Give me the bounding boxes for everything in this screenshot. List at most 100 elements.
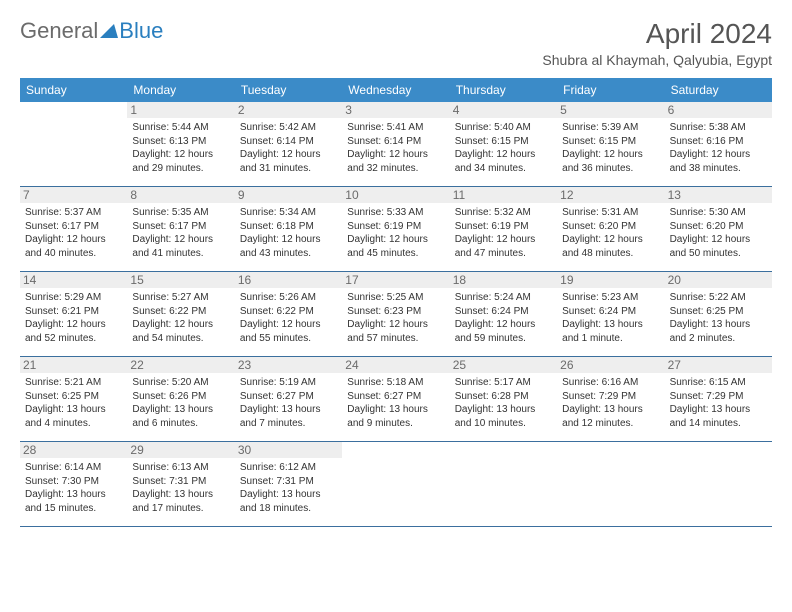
day-number: 28	[20, 442, 127, 458]
day-info: Sunrise: 5:17 AMSunset: 6:28 PMDaylight:…	[455, 376, 552, 430]
day-number: 29	[127, 442, 234, 458]
day-cell: 15Sunrise: 5:27 AMSunset: 6:22 PMDayligh…	[127, 272, 234, 356]
day-cell: 17Sunrise: 5:25 AMSunset: 6:23 PMDayligh…	[342, 272, 449, 356]
day-info: Sunrise: 5:39 AMSunset: 6:15 PMDaylight:…	[562, 121, 659, 175]
day-number: 20	[665, 272, 772, 288]
sunrise-text: Sunrise: 6:14 AM	[25, 461, 122, 475]
day-number: 9	[235, 187, 342, 203]
daylight-text: Daylight: 13 hours and 6 minutes.	[132, 403, 229, 430]
daylight-text: Daylight: 12 hours and 57 minutes.	[347, 318, 444, 345]
day-info: Sunrise: 6:12 AMSunset: 7:31 PMDaylight:…	[240, 461, 337, 515]
daylight-text: Daylight: 12 hours and 47 minutes.	[455, 233, 552, 260]
daylight-text: Daylight: 12 hours and 31 minutes.	[240, 148, 337, 175]
day-number: 10	[342, 187, 449, 203]
day-cell: 6Sunrise: 5:38 AMSunset: 6:16 PMDaylight…	[665, 102, 772, 186]
week-row: 7Sunrise: 5:37 AMSunset: 6:17 PMDaylight…	[20, 187, 772, 272]
day-info: Sunrise: 5:18 AMSunset: 6:27 PMDaylight:…	[347, 376, 444, 430]
day-cell: 3 Sunrise: 5:41 AMSunset: 6:14 PMDaylight…	[342, 102, 449, 186]
sunrise-text: Sunrise: 5:23 AM	[562, 291, 659, 305]
day-cell: 21Sunrise: 5:21 AMSunset: 6:25 PMDayligh…	[20, 357, 127, 441]
sunrise-text: Sunrise: 6:12 AM	[240, 461, 337, 475]
daylight-text: Daylight: 13 hours and 12 minutes.	[562, 403, 659, 430]
day-header-cell: Friday	[557, 78, 664, 102]
brand-logo: General Blue	[20, 18, 163, 44]
day-number: 12	[557, 187, 664, 203]
day-info: Sunrise: 5:33 AMSunset: 6:19 PMDaylight:…	[347, 206, 444, 260]
day-number: 4	[450, 102, 557, 118]
day-cell	[665, 442, 772, 526]
day-number: 24	[342, 357, 449, 373]
day-info: Sunrise: 6:15 AMSunset: 7:29 PMDaylight:…	[670, 376, 767, 430]
day-cell: 29Sunrise: 6:13 AMSunset: 7:31 PMDayligh…	[127, 442, 234, 526]
day-cell: 7Sunrise: 5:37 AMSunset: 6:17 PMDaylight…	[20, 187, 127, 271]
sunrise-text: Sunrise: 5:41 AM	[347, 121, 444, 135]
day-cell: 8Sunrise: 5:35 AMSunset: 6:17 PMDaylight…	[127, 187, 234, 271]
sunset-text: Sunset: 6:19 PM	[455, 220, 552, 234]
sunset-text: Sunset: 6:19 PM	[347, 220, 444, 234]
day-info: Sunrise: 6:16 AMSunset: 7:29 PMDaylight:…	[562, 376, 659, 430]
sunrise-text: Sunrise: 5:30 AM	[670, 206, 767, 220]
sunset-text: Sunset: 6:26 PM	[132, 390, 229, 404]
day-cell: 2Sunrise: 5:42 AMSunset: 6:14 PMDaylight…	[235, 102, 342, 186]
daylight-text: Daylight: 12 hours and 59 minutes.	[455, 318, 552, 345]
day-number: 5	[557, 102, 664, 118]
day-number: 18	[450, 272, 557, 288]
day-cell	[557, 442, 664, 526]
week-row: 28 Sunrise: 6:14 AMSunset: 7:30 PMDayligh…	[20, 442, 772, 527]
day-cell: 12Sunrise: 5:31 AMSunset: 6:20 PMDayligh…	[557, 187, 664, 271]
sunrise-text: Sunrise: 5:34 AM	[240, 206, 337, 220]
day-info: Sunrise: 5:35 AMSunset: 6:17 PMDaylight:…	[132, 206, 229, 260]
day-info: Sunrise: 5:24 AMSunset: 6:24 PMDaylight:…	[455, 291, 552, 345]
day-number: 27	[665, 357, 772, 373]
sunset-text: Sunset: 6:28 PM	[455, 390, 552, 404]
sunrise-text: Sunrise: 5:39 AM	[562, 121, 659, 135]
sunset-text: Sunset: 6:15 PM	[455, 135, 552, 149]
week-row: 21Sunrise: 5:21 AMSunset: 6:25 PMDayligh…	[20, 357, 772, 442]
day-info: Sunrise: 5:25 AMSunset: 6:23 PMDaylight:…	[347, 291, 444, 345]
sunset-text: Sunset: 6:24 PM	[455, 305, 552, 319]
day-cell: 19Sunrise: 5:23 AMSunset: 6:24 PMDayligh…	[557, 272, 664, 356]
sunrise-text: Sunrise: 5:38 AM	[670, 121, 767, 135]
daylight-text: Daylight: 13 hours and 15 minutes.	[25, 488, 122, 515]
day-number: 3	[342, 102, 449, 118]
day-header-cell: Saturday	[665, 78, 772, 102]
day-info: Sunrise: 5:37 AMSunset: 6:17 PMDaylight:…	[25, 206, 122, 260]
day-cell: 22Sunrise: 5:20 AMSunset: 6:26 PMDayligh…	[127, 357, 234, 441]
sunset-text: Sunset: 6:22 PM	[240, 305, 337, 319]
day-cell: 30Sunrise: 6:12 AMSunset: 7:31 PMDayligh…	[235, 442, 342, 526]
day-header-cell: Sunday	[20, 78, 127, 102]
day-info: Sunrise: 5:41 AMSunset: 6:14 PMDaylight:…	[347, 121, 444, 175]
daylight-text: Daylight: 13 hours and 17 minutes.	[132, 488, 229, 515]
daylight-text: Daylight: 12 hours and 52 minutes.	[25, 318, 122, 345]
day-number: 11	[450, 187, 557, 203]
location-text: Shubra al Khaymah, Qalyubia, Egypt	[542, 52, 772, 68]
daylight-text: Daylight: 13 hours and 9 minutes.	[347, 403, 444, 430]
sunrise-text: Sunrise: 6:16 AM	[562, 376, 659, 390]
day-cell: 18 Sunrise: 5:24 AMSunset: 6:24 PMDayligh…	[450, 272, 557, 356]
day-header-cell: Tuesday	[235, 78, 342, 102]
sunrise-text: Sunrise: 5:44 AM	[132, 121, 229, 135]
sunset-text: Sunset: 6:24 PM	[562, 305, 659, 319]
day-info: Sunrise: 5:21 AMSunset: 6:25 PMDaylight:…	[25, 376, 122, 430]
sunrise-text: Sunrise: 5:42 AM	[240, 121, 337, 135]
day-info: Sunrise: 6:14 AMSunset: 7:30 PMDaylight:…	[25, 461, 122, 515]
day-cell: 14Sunrise: 5:29 AMSunset: 6:21 PMDayligh…	[20, 272, 127, 356]
day-header-cell: Wednesday	[342, 78, 449, 102]
day-number: 19	[557, 272, 664, 288]
day-info: Sunrise: 5:30 AMSunset: 6:20 PMDaylight:…	[670, 206, 767, 260]
daylight-text: Daylight: 13 hours and 14 minutes.	[670, 403, 767, 430]
day-number: 25	[450, 357, 557, 373]
sunrise-text: Sunrise: 5:21 AM	[25, 376, 122, 390]
title-block: April 2024 Shubra al Khaymah, Qalyubia, …	[542, 18, 772, 68]
day-cell: 28 Sunrise: 6:14 AMSunset: 7:30 PMDayligh…	[20, 442, 127, 526]
sunset-text: Sunset: 6:21 PM	[25, 305, 122, 319]
daylight-text: Daylight: 13 hours and 10 minutes.	[455, 403, 552, 430]
daylight-text: Daylight: 12 hours and 36 minutes.	[562, 148, 659, 175]
day-number: 2	[235, 102, 342, 118]
sunset-text: Sunset: 6:27 PM	[240, 390, 337, 404]
day-info: Sunrise: 5:27 AMSunset: 6:22 PMDaylight:…	[132, 291, 229, 345]
day-info: Sunrise: 5:34 AMSunset: 6:18 PMDaylight:…	[240, 206, 337, 260]
sunrise-text: Sunrise: 6:13 AM	[132, 461, 229, 475]
daylight-text: Daylight: 13 hours and 18 minutes.	[240, 488, 337, 515]
day-cell: 9 Sunrise: 5:34 AMSunset: 6:18 PMDaylight…	[235, 187, 342, 271]
